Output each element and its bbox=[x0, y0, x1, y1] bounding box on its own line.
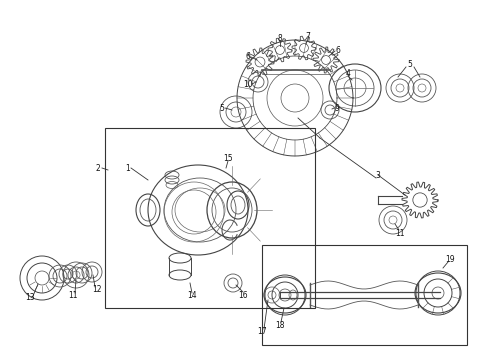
Text: 11: 11 bbox=[68, 292, 78, 301]
Text: 9: 9 bbox=[335, 104, 340, 113]
Text: 3: 3 bbox=[375, 171, 380, 180]
Text: 18: 18 bbox=[275, 320, 285, 329]
Text: 5: 5 bbox=[220, 104, 224, 113]
Text: 5: 5 bbox=[408, 59, 413, 68]
Text: 15: 15 bbox=[223, 153, 233, 162]
Text: 10: 10 bbox=[243, 80, 253, 89]
Text: 2: 2 bbox=[96, 163, 100, 172]
Text: 12: 12 bbox=[92, 285, 102, 294]
Text: 17: 17 bbox=[257, 328, 267, 337]
Text: 14: 14 bbox=[187, 292, 197, 301]
Text: 1: 1 bbox=[125, 163, 130, 172]
Text: 6: 6 bbox=[336, 45, 341, 54]
Bar bbox=[262, 245, 467, 345]
Text: 11: 11 bbox=[395, 229, 405, 238]
Bar bbox=[105, 128, 315, 308]
Text: 8: 8 bbox=[278, 33, 282, 42]
Text: 6: 6 bbox=[245, 51, 250, 60]
Text: 7: 7 bbox=[306, 32, 311, 41]
Text: 13: 13 bbox=[25, 293, 35, 302]
Text: 19: 19 bbox=[445, 256, 455, 265]
Text: 16: 16 bbox=[238, 291, 248, 300]
Text: 4: 4 bbox=[345, 68, 350, 77]
